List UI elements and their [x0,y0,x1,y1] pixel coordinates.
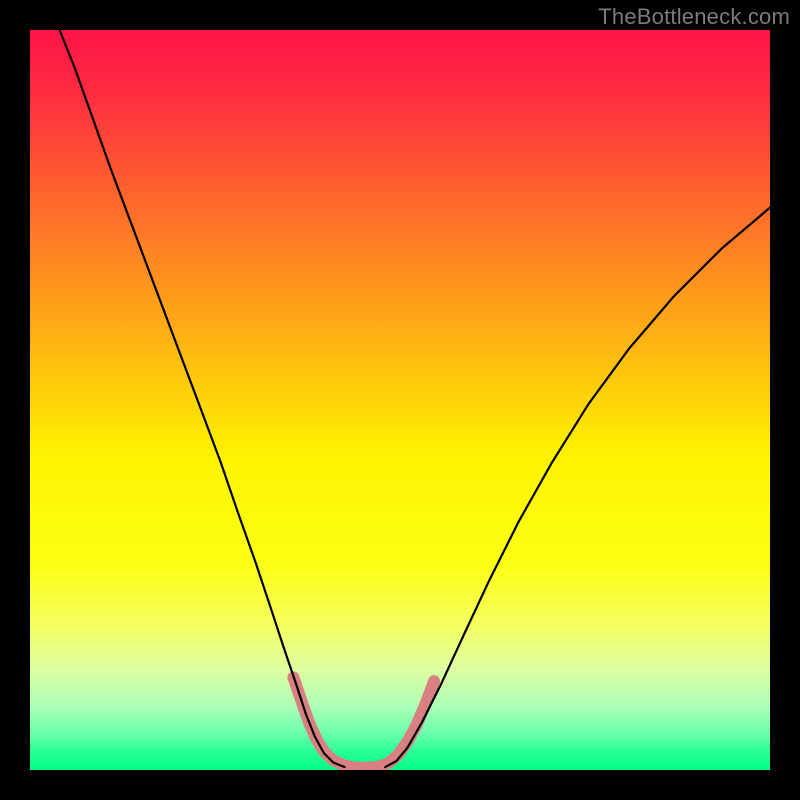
gradient-background [30,30,770,770]
chart-svg [30,30,770,770]
plot-area [30,30,770,770]
watermark-text: TheBottleneck.com [598,4,790,30]
chart-canvas: TheBottleneck.com [0,0,800,800]
highlight-cap-right [428,675,440,687]
